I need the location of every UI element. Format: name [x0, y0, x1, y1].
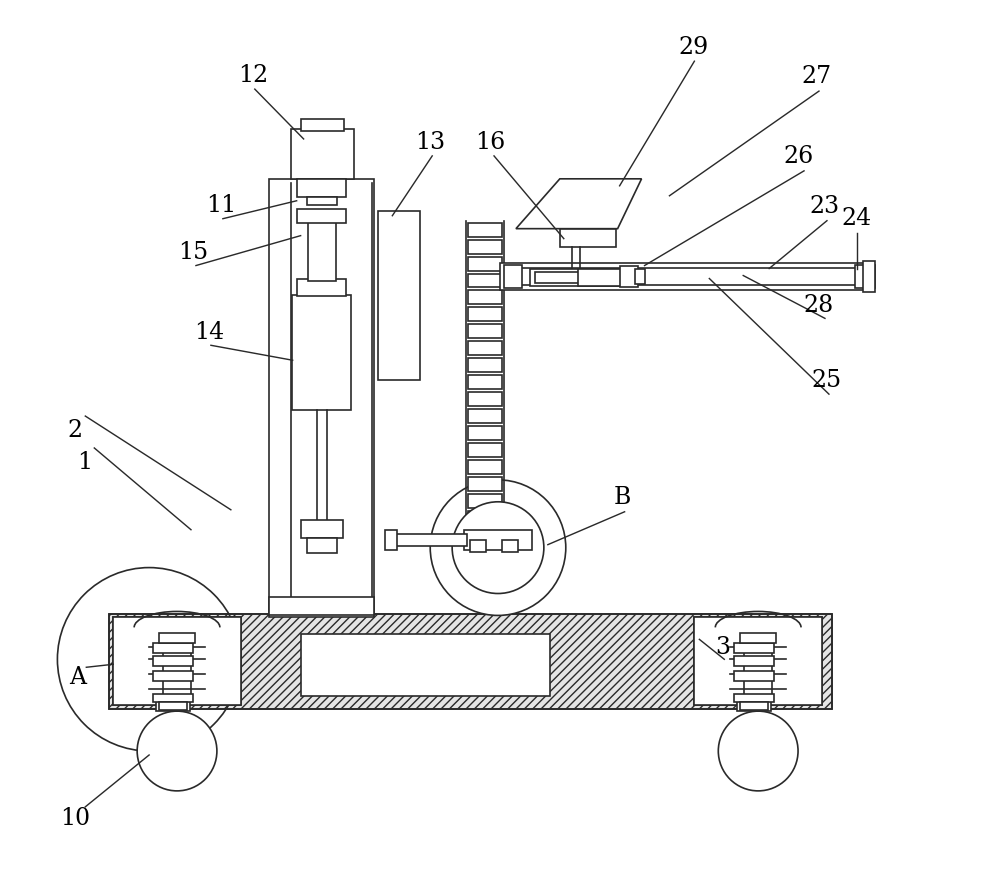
Bar [269, 597, 374, 616]
Bar [635, 269, 645, 285]
Text: 28: 28 [804, 294, 834, 317]
Text: 11: 11 [206, 194, 236, 217]
Bar [468, 223, 502, 237]
Circle shape [452, 502, 544, 594]
Bar [470, 540, 486, 552]
Polygon shape [516, 179, 642, 229]
Bar [504, 265, 522, 288]
Bar [468, 342, 502, 356]
Text: 3: 3 [715, 636, 730, 659]
Bar [156, 699, 190, 711]
Text: B: B [614, 486, 631, 509]
Bar [468, 443, 502, 457]
Bar [468, 307, 502, 321]
Circle shape [137, 711, 217, 791]
Circle shape [430, 480, 566, 616]
Text: 1: 1 [77, 451, 92, 475]
Text: 29: 29 [678, 36, 709, 59]
Bar [508, 267, 861, 286]
Bar [297, 279, 346, 296]
Bar [734, 694, 774, 703]
Bar [468, 375, 502, 389]
Bar [468, 527, 502, 541]
Bar [468, 460, 502, 474]
Bar [500, 263, 869, 291]
Bar [734, 643, 774, 653]
Bar [468, 358, 502, 372]
Bar [694, 618, 822, 705]
Bar [737, 699, 771, 711]
Bar [113, 618, 241, 705]
Bar [301, 634, 550, 696]
Bar [159, 703, 187, 710]
Text: 15: 15 [178, 241, 208, 264]
Text: 14: 14 [194, 321, 224, 344]
Bar [153, 671, 193, 682]
Bar [153, 643, 193, 653]
Bar [153, 694, 193, 703]
Text: 12: 12 [238, 64, 268, 87]
Bar [468, 257, 502, 271]
Bar [578, 269, 628, 286]
Text: 27: 27 [802, 65, 832, 88]
Bar [307, 197, 337, 205]
Bar [620, 265, 638, 287]
Bar [468, 545, 502, 559]
Bar [378, 211, 420, 380]
Bar [468, 240, 502, 253]
Bar [385, 530, 397, 549]
Bar [291, 129, 354, 179]
Bar [530, 269, 635, 286]
Bar [307, 538, 337, 553]
Bar [734, 671, 774, 682]
Bar [468, 409, 502, 423]
Bar [468, 511, 502, 525]
Text: A: A [69, 666, 86, 689]
Bar [269, 179, 374, 618]
Bar [301, 119, 344, 131]
Bar [109, 614, 832, 710]
Bar [468, 392, 502, 406]
Text: 26: 26 [784, 145, 814, 168]
Bar [863, 260, 875, 293]
Text: 25: 25 [812, 369, 842, 392]
Bar [468, 426, 502, 440]
Text: 10: 10 [60, 808, 90, 830]
Bar [109, 614, 832, 710]
Bar [734, 656, 774, 667]
Bar [153, 656, 193, 667]
Bar [468, 477, 502, 491]
Bar [297, 179, 346, 197]
Bar [855, 265, 875, 288]
Bar [560, 229, 616, 247]
Bar [159, 633, 195, 643]
Bar [468, 494, 502, 508]
Bar [468, 324, 502, 338]
Text: 24: 24 [842, 208, 872, 230]
Text: 16: 16 [475, 131, 505, 154]
Bar [113, 618, 241, 705]
Circle shape [718, 711, 798, 791]
Bar [535, 272, 629, 284]
Text: 2: 2 [68, 419, 83, 442]
Bar [395, 533, 467, 546]
Bar [292, 295, 351, 410]
Bar [297, 208, 346, 223]
Text: 13: 13 [415, 131, 445, 154]
Bar [740, 633, 776, 643]
Bar [308, 221, 336, 280]
Bar [740, 703, 768, 710]
Bar [694, 618, 822, 705]
Bar [464, 530, 532, 549]
Bar [468, 291, 502, 305]
Bar [502, 540, 518, 552]
Bar [468, 273, 502, 287]
Text: 23: 23 [810, 195, 840, 218]
Bar [301, 519, 343, 538]
